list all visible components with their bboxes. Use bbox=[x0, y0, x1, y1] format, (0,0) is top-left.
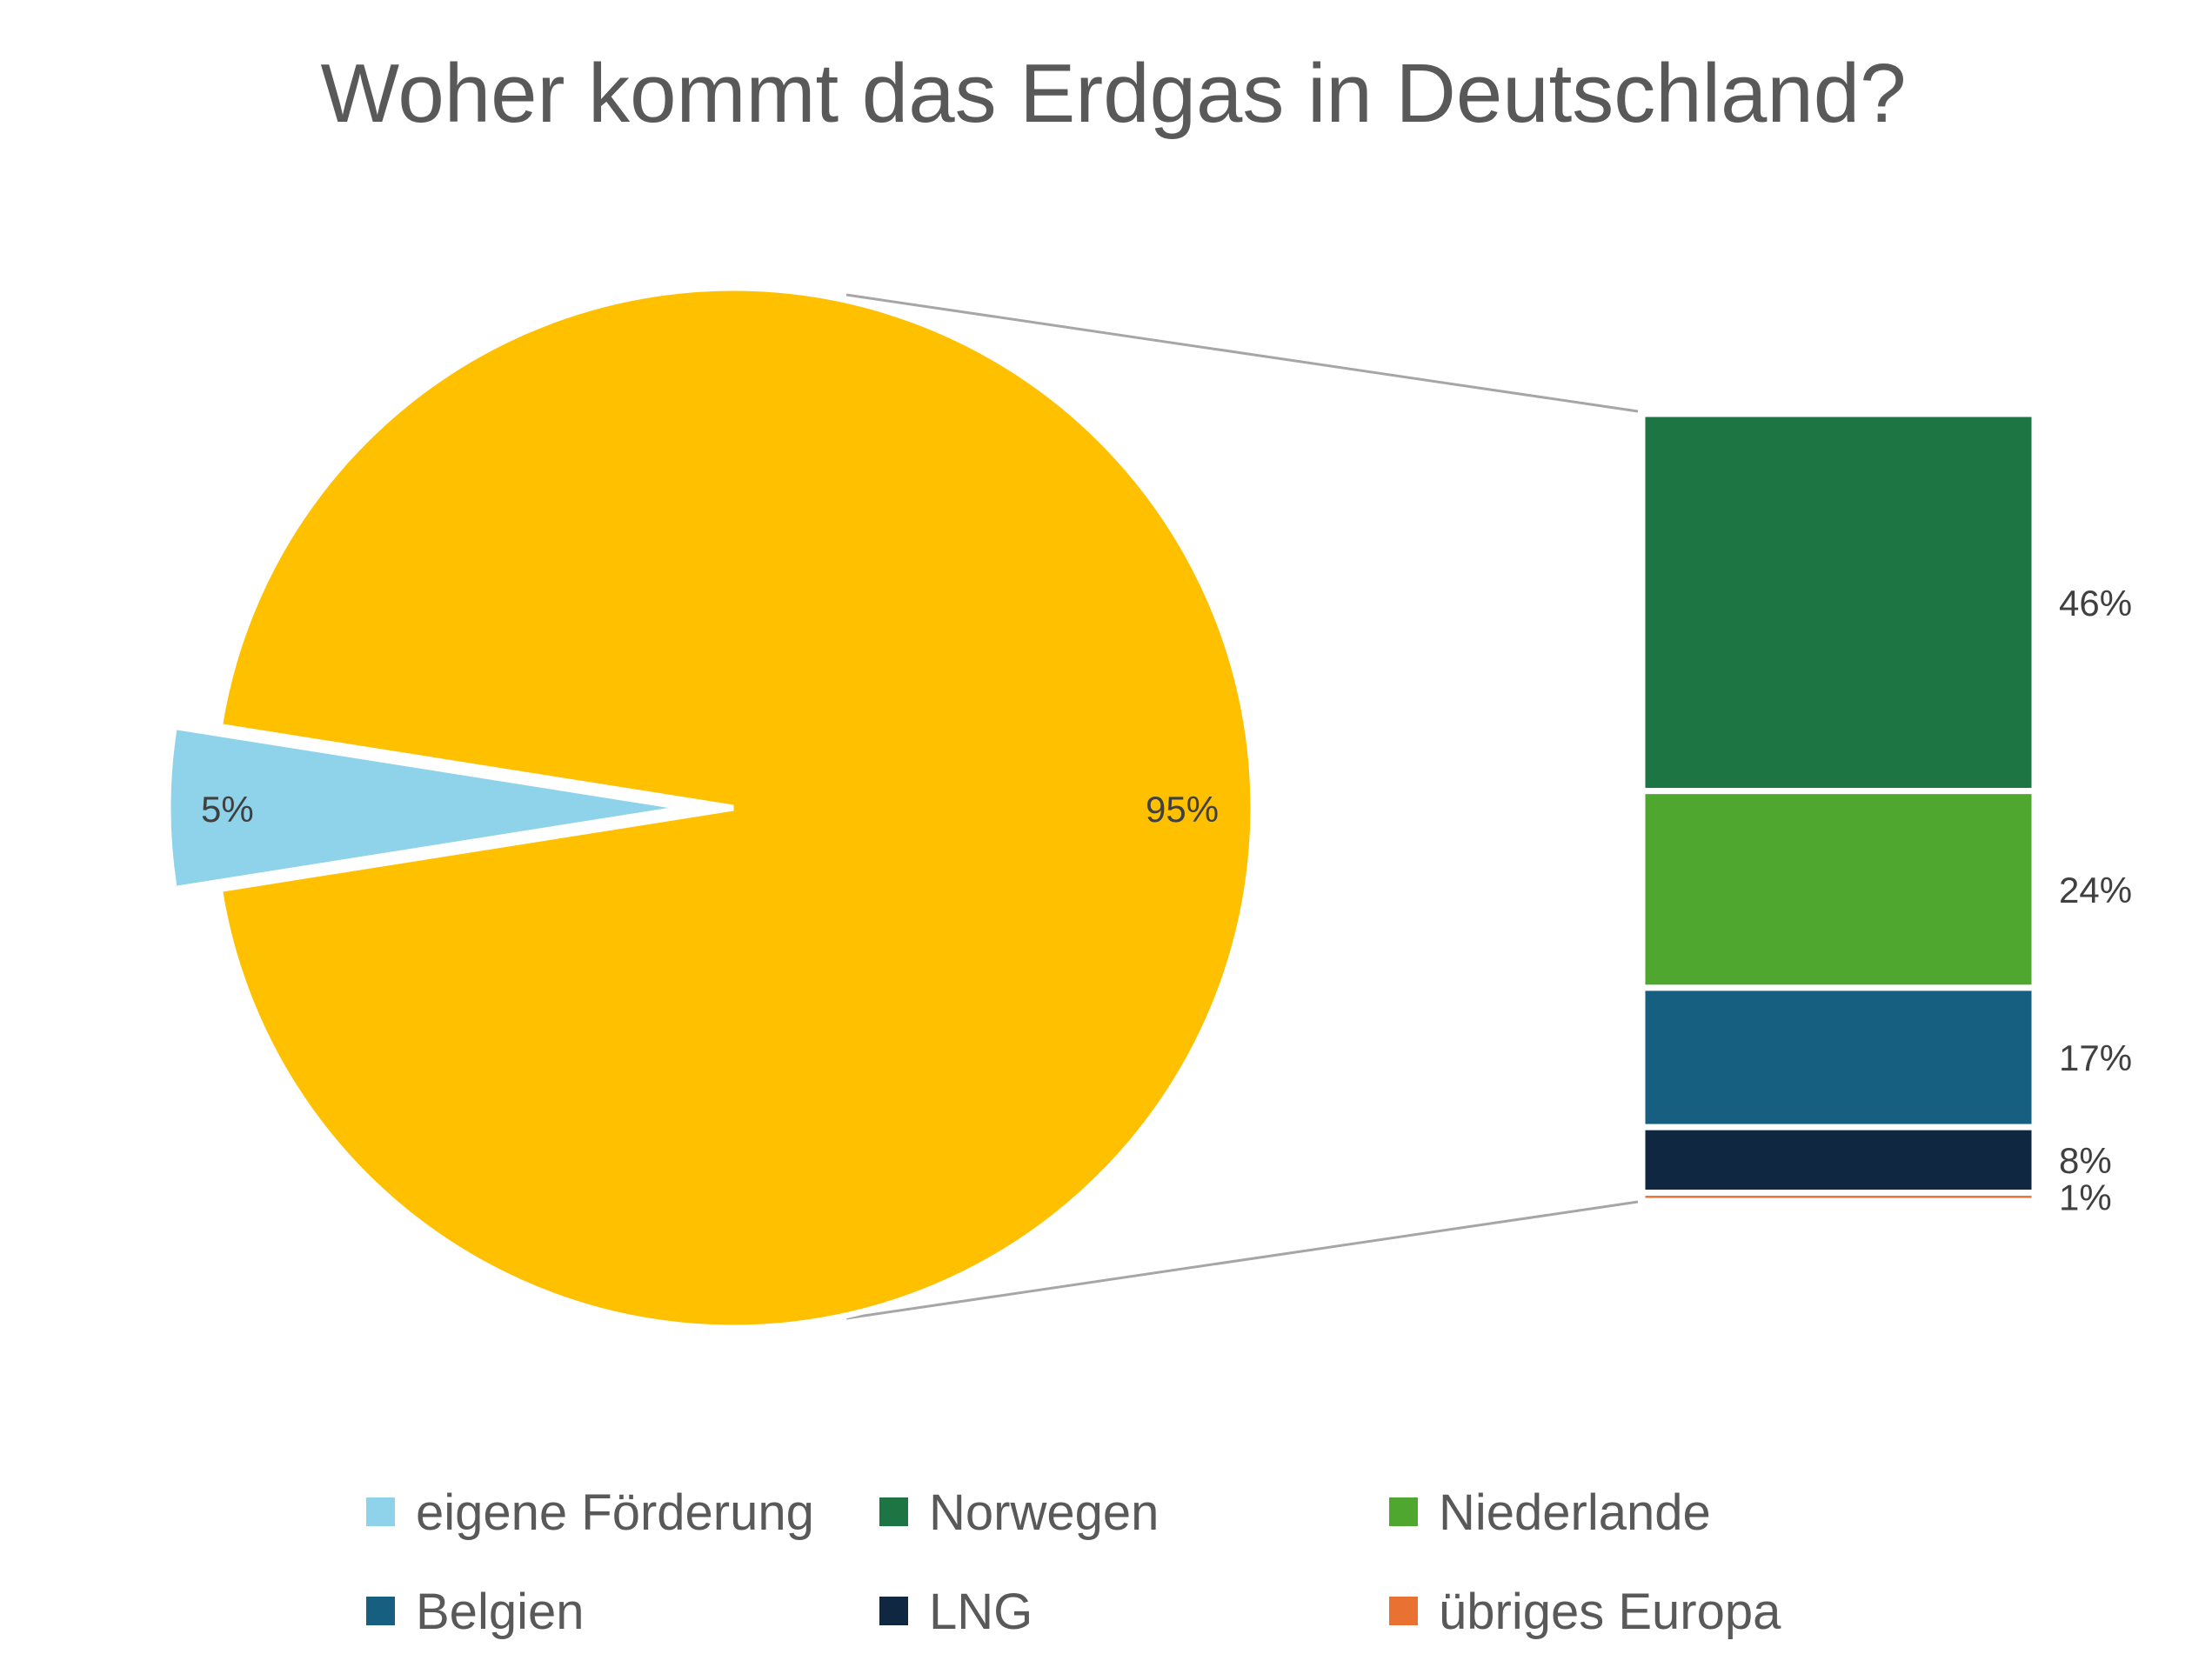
legend-item: Norwegen bbox=[879, 1484, 1159, 1541]
data-label: 95% bbox=[1146, 789, 1219, 830]
pie-slice-eigene-foerderung bbox=[164, 723, 689, 893]
data-label: 5% bbox=[201, 789, 254, 830]
data-label: 17% bbox=[2059, 1037, 2132, 1078]
bar-segment-norwegen bbox=[1639, 410, 2038, 795]
data-label: 46% bbox=[2059, 583, 2132, 624]
legend-swatch bbox=[879, 1497, 908, 1526]
legend-label: LNG bbox=[929, 1584, 1032, 1640]
legend-item: eigene Förderung bbox=[366, 1484, 814, 1541]
connector-lines bbox=[845, 293, 1639, 1320]
stacked-bar: 46% 24% 17% 8%1% bbox=[1639, 410, 2132, 1217]
legend-swatch bbox=[366, 1497, 395, 1526]
legend-label: Niederlande bbox=[1439, 1484, 1711, 1541]
legend-item: übriges Europa bbox=[1389, 1584, 1781, 1640]
pie-slice-importe bbox=[216, 284, 1257, 1331]
connector-line-top bbox=[845, 293, 1639, 413]
legend-item: Belgien bbox=[366, 1584, 584, 1640]
legend-label: eigene Förderung bbox=[416, 1484, 814, 1541]
bar-segment-übriges-europa bbox=[1639, 1190, 2038, 1204]
data-label: 1% bbox=[2059, 1177, 2112, 1217]
bar-segment-lng bbox=[1639, 1124, 2038, 1197]
legend-swatch bbox=[1389, 1497, 1418, 1526]
legend-item: Niederlande bbox=[1389, 1484, 1711, 1541]
bar-segment-niederlande bbox=[1639, 788, 2038, 991]
data-label: 8% bbox=[2059, 1140, 2112, 1181]
legend-swatch bbox=[879, 1597, 908, 1625]
legend-item: LNG bbox=[879, 1584, 1032, 1640]
legend-swatch bbox=[1389, 1597, 1418, 1625]
legend-label: Norwegen bbox=[929, 1484, 1159, 1541]
legend: eigene Förderung Norwegen Niederlande Belgi… bbox=[366, 1484, 1781, 1640]
legend-swatch bbox=[366, 1597, 395, 1625]
legend-label: Belgien bbox=[416, 1584, 584, 1640]
connector-line-bottom bbox=[845, 1200, 1639, 1320]
bar-segment-belgien bbox=[1639, 984, 2038, 1130]
data-label: 24% bbox=[2059, 870, 2132, 910]
chart-title: Woher kommt das Erdgas in Deutschland? bbox=[320, 47, 1906, 140]
legend-label: übriges Europa bbox=[1439, 1584, 1781, 1640]
pie: 5% 95% bbox=[164, 284, 1257, 1331]
